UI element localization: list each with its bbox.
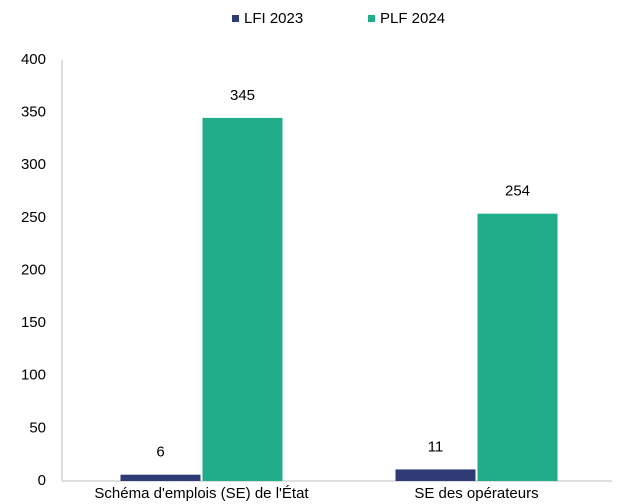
- bar: [477, 213, 558, 482]
- bar: [395, 469, 476, 481]
- y-tick-label: 350: [21, 104, 46, 121]
- data-label: 6: [156, 444, 164, 461]
- y-tick-label: 0: [38, 472, 46, 489]
- data-label: 345: [230, 87, 255, 104]
- x-tick-label: SE des opérateurs: [414, 485, 538, 502]
- y-tick-label: 50: [29, 419, 46, 436]
- x-tick-label: Schéma d'emplois (SE) de l'État: [94, 485, 309, 502]
- legend-swatch: [368, 15, 375, 22]
- bar: [202, 117, 283, 481]
- legend-swatch: [232, 15, 239, 22]
- bar: [120, 474, 201, 481]
- y-tick-label: 400: [21, 51, 46, 68]
- y-tick-label: 300: [21, 156, 46, 173]
- data-label: 254: [505, 183, 530, 200]
- y-tick-label: 200: [21, 261, 46, 278]
- y-tick-label: 150: [21, 314, 46, 331]
- y-tick-label: 250: [21, 209, 46, 226]
- y-tick-label: 100: [21, 367, 46, 384]
- legend-label: PLF 2024: [380, 10, 445, 27]
- data-label: 11: [428, 438, 444, 455]
- legend-label: LFI 2023: [244, 10, 303, 27]
